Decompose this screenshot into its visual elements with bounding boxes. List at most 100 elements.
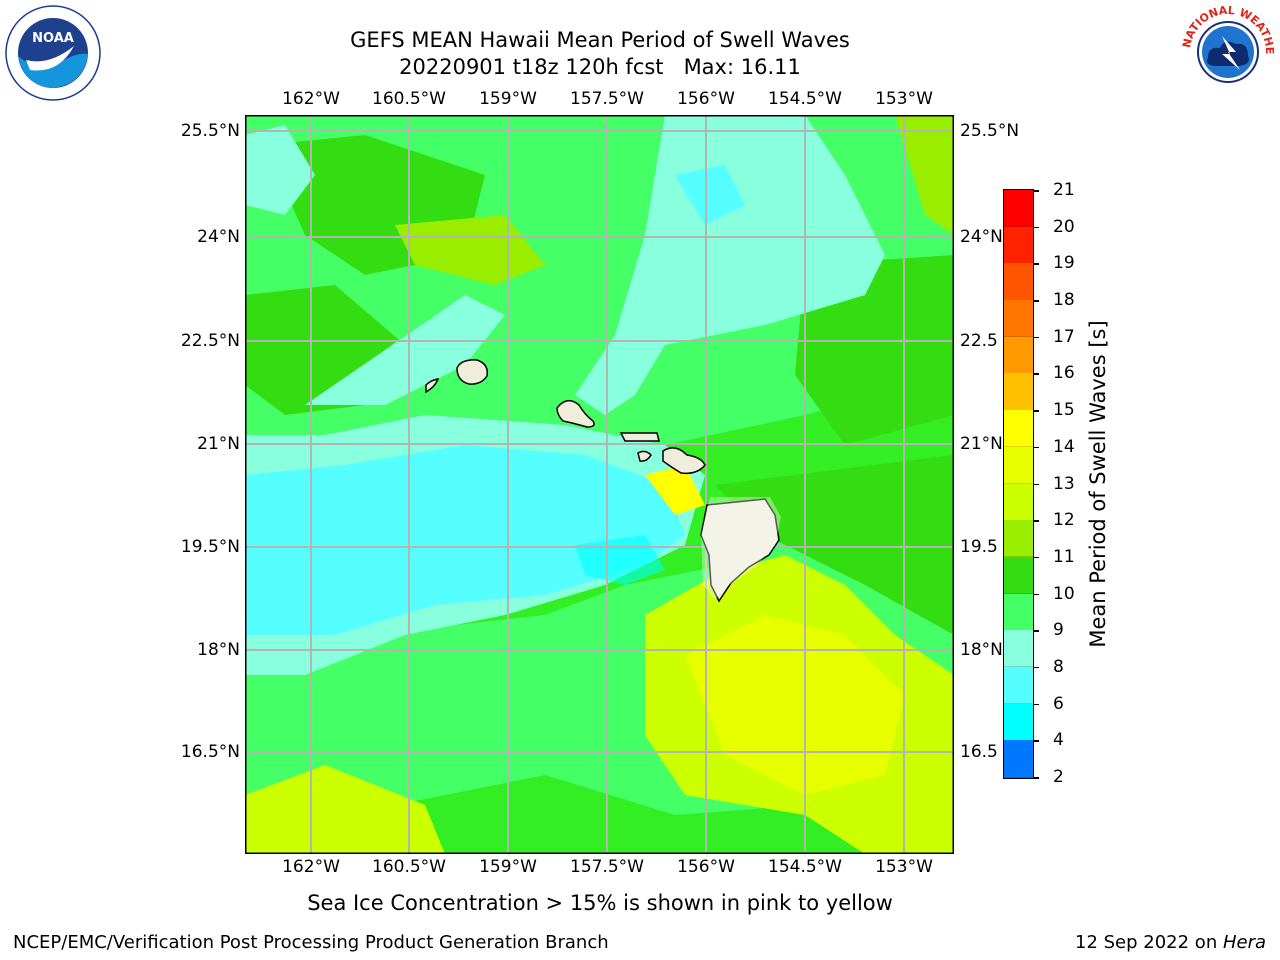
colorbar-segment bbox=[1004, 556, 1033, 595]
colorbar-tick-label: 12 bbox=[1053, 510, 1075, 531]
yellow-green-patch-2 bbox=[895, 115, 954, 235]
colorbar-tick-label: 10 bbox=[1053, 583, 1075, 604]
green-patch-east-south bbox=[715, 455, 954, 635]
colorbar-tick-mark bbox=[1033, 446, 1039, 449]
oahu-island bbox=[556, 399, 595, 428]
colorbar-segment bbox=[1004, 373, 1033, 411]
footer-date: 12 Sep 2022 on Hera bbox=[1075, 932, 1266, 953]
noaa-logo-text: NOAA bbox=[32, 31, 74, 46]
colorbar bbox=[1003, 189, 1034, 779]
colorbar-tick-mark bbox=[1033, 556, 1039, 559]
colorbar-tick-mark bbox=[1033, 336, 1039, 339]
lat-tick-right-6: 18°N bbox=[960, 640, 1003, 660]
colorbar-tick-mark bbox=[1033, 263, 1039, 265]
lat-tick-left-3: 22.5°N bbox=[180, 331, 240, 351]
lat-tick-right-7: 16.5 bbox=[960, 742, 998, 762]
islands bbox=[425, 359, 780, 603]
lat-tick-right-2: 24°N bbox=[960, 227, 1003, 247]
colorbar-label: Mean Period of Swell Waves [s] bbox=[1086, 320, 1110, 648]
colorbar-segment bbox=[1004, 190, 1033, 228]
colorbar-tick-mark bbox=[1033, 190, 1039, 192]
yellow-green-southwest bbox=[245, 765, 445, 854]
lat-tick-left-1: 25.5°N bbox=[180, 121, 240, 141]
colorbar-tick-mark bbox=[1033, 483, 1039, 485]
graticule bbox=[245, 115, 954, 854]
lon-tick-top-4: 157.5°W bbox=[570, 89, 644, 109]
lon-tick-top-3: 159°W bbox=[479, 89, 537, 109]
colorbar-tick-mark bbox=[1033, 373, 1039, 375]
niihau-island bbox=[425, 378, 440, 394]
lon-tick-bottom-6: 154.5°W bbox=[768, 857, 842, 877]
colorbar-tick-mark bbox=[1033, 777, 1039, 779]
colorbar-segment bbox=[1004, 226, 1033, 264]
lon-tick-bottom-4: 157.5°W bbox=[570, 857, 644, 877]
lat-tick-left-6: 18°N bbox=[197, 640, 240, 660]
lon-tick-top-6: 154.5°W bbox=[768, 89, 842, 109]
map-subtitle: 20220901 t18z 120h fcst Max: 16.11 bbox=[399, 55, 801, 79]
footer-host: Hera bbox=[1222, 932, 1266, 953]
colorbar-segment bbox=[1004, 263, 1033, 301]
colorbar-segment bbox=[1004, 446, 1033, 484]
colorbar-tick-mark bbox=[1033, 703, 1039, 706]
lon-tick-bottom-7: 153°W bbox=[875, 857, 933, 877]
colorbar-tick-mark bbox=[1033, 630, 1039, 632]
yellow-core-south bbox=[685, 615, 905, 795]
molokai-island bbox=[619, 432, 660, 442]
colorbar-tick-mark bbox=[1033, 666, 1039, 669]
lat-tick-left-2: 24°N bbox=[197, 227, 240, 247]
colorbar-segment bbox=[1004, 410, 1033, 448]
lon-tick-bottom-2: 160.5°W bbox=[372, 857, 446, 877]
colorbar-segment bbox=[1004, 300, 1033, 338]
lon-tick-bottom-1: 162°W bbox=[282, 857, 340, 877]
map-title: GEFS MEAN Hawaii Mean Period of Swell Wa… bbox=[350, 28, 850, 52]
lon-tick-bottom-5: 156°W bbox=[677, 857, 735, 877]
colorbar-tick-label: 17 bbox=[1053, 326, 1075, 347]
colorbar-tick-label: 11 bbox=[1053, 546, 1075, 567]
colorbar-segment bbox=[1004, 336, 1033, 374]
colorbar-segment bbox=[1004, 740, 1033, 778]
cyan-southwest bbox=[245, 445, 685, 635]
colorbar-tick-label: 6 bbox=[1053, 693, 1064, 714]
lat-tick-right-5: 19.5 bbox=[960, 537, 998, 557]
colorbar-tick-label: 19 bbox=[1053, 253, 1075, 274]
colorbar-tick-mark bbox=[1033, 410, 1039, 412]
colorbar-segment bbox=[1004, 483, 1033, 521]
colorbar-tick-mark bbox=[1033, 226, 1039, 229]
colorbar-tick-label: 14 bbox=[1053, 436, 1075, 457]
lanai-island bbox=[637, 450, 652, 462]
colorbar-tick-label: 15 bbox=[1053, 400, 1075, 421]
colorbar-tick-mark bbox=[1033, 300, 1039, 302]
colorbar-tick-label: 4 bbox=[1053, 730, 1064, 751]
colorbar-segment bbox=[1004, 593, 1033, 631]
aqua-kauai-band bbox=[305, 295, 505, 405]
colorbar-tick-label: 18 bbox=[1053, 290, 1075, 311]
lat-tick-left-4: 21°N bbox=[197, 434, 240, 454]
lon-tick-bottom-3: 159°W bbox=[479, 857, 537, 877]
sea-ice-caption: Sea Ice Concentration > 15% is shown in … bbox=[307, 891, 893, 915]
lat-tick-left-7: 16.5°N bbox=[180, 742, 240, 762]
colorbar-segment bbox=[1004, 666, 1033, 705]
lat-tick-left-5: 19.5°N bbox=[180, 537, 240, 557]
colorbar-tick-label: 8 bbox=[1053, 656, 1064, 677]
aqua-northwest bbox=[245, 125, 315, 215]
lat-tick-right-4: 21°N bbox=[960, 434, 1003, 454]
footer-branch: NCEP/EMC/Verification Post Processing Pr… bbox=[13, 932, 609, 953]
lat-tick-right-1: 25.5°N bbox=[960, 121, 1020, 141]
colorbar-tick-mark bbox=[1033, 520, 1039, 522]
colorbar-tick-label: 20 bbox=[1053, 216, 1075, 237]
lon-tick-top-5: 156°W bbox=[677, 89, 735, 109]
colorbar-tick-label: 13 bbox=[1053, 473, 1075, 494]
kauai-island bbox=[456, 359, 489, 385]
colorbar-tick-label: 2 bbox=[1053, 767, 1064, 787]
nws-logo-icon: NATIONAL WEATHER SERVICE bbox=[1178, 2, 1276, 99]
maui-island bbox=[662, 447, 706, 475]
colorbar-tick-label: 16 bbox=[1053, 363, 1075, 384]
yellow-spot-maui bbox=[645, 465, 705, 515]
colorbar-tick-label: 9 bbox=[1053, 620, 1064, 641]
footer-date-text: 12 Sep 2022 on bbox=[1075, 932, 1223, 953]
colorbar-segment bbox=[1004, 630, 1033, 668]
colorbar-segment bbox=[1004, 703, 1033, 741]
noaa-logo-icon: NOAA bbox=[5, 5, 101, 101]
colorbar-tick-mark bbox=[1033, 593, 1039, 596]
swell-period-map bbox=[245, 115, 954, 854]
